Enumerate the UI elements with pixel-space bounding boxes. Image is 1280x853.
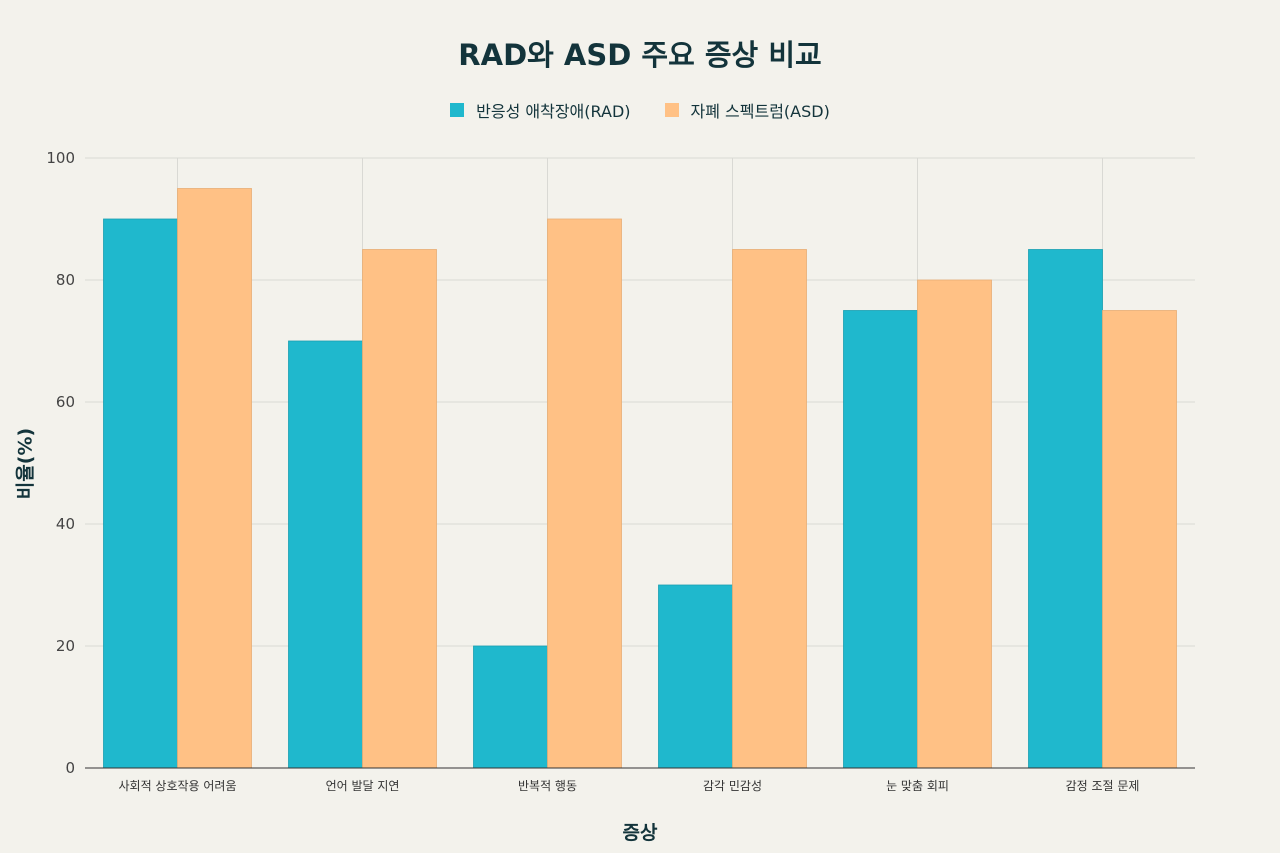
legend: 반응성 애착장애(RAD) 자폐 스펙트럼(ASD) bbox=[0, 98, 1280, 122]
bar-rad-4 bbox=[843, 310, 918, 769]
y-tick-label-2: 40 bbox=[56, 515, 75, 533]
legend-item-rad[interactable]: 반응성 애착장애(RAD) bbox=[450, 98, 631, 122]
bar-asd-1 bbox=[362, 249, 437, 769]
x-tick-label-3: 감각 민감성 bbox=[703, 779, 762, 793]
bar-asd-3 bbox=[732, 249, 807, 769]
legend-label-asd: 자폐 스펙트럼(ASD) bbox=[690, 102, 830, 121]
y-tick-label-5: 100 bbox=[46, 149, 75, 167]
legend-item-asd[interactable]: 자폐 스펙트럼(ASD) bbox=[664, 98, 830, 122]
legend-label-rad: 반응성 애착장애(RAD) bbox=[476, 102, 631, 121]
bar-asd-5 bbox=[1102, 310, 1177, 769]
legend-swatch-asd bbox=[664, 103, 679, 117]
x-tick-label-1: 언어 발달 지연 bbox=[326, 779, 400, 793]
x-tick-label-0: 사회적 상호작용 어려움 bbox=[118, 779, 236, 793]
y-tick-label-0: 0 bbox=[65, 759, 75, 777]
bar-rad-3 bbox=[658, 584, 733, 769]
legend-swatch-rad bbox=[450, 103, 465, 117]
bar-rad-1 bbox=[288, 340, 363, 769]
y-tick-label-4: 80 bbox=[56, 271, 75, 289]
chart-title: RAD와 ASD 주요 증상 비교 bbox=[458, 38, 822, 72]
x-tick-label-2: 반복적 행동 bbox=[518, 778, 577, 793]
bar-rad-2 bbox=[473, 645, 548, 769]
y-tick-label-1: 20 bbox=[56, 637, 75, 655]
bar-rad-5 bbox=[1028, 249, 1103, 769]
y-tick-label-3: 60 bbox=[56, 393, 75, 411]
x-tick-label-4: 눈 맞춤 회피 bbox=[886, 779, 949, 793]
bar-asd-2 bbox=[547, 218, 622, 769]
bar-rad-0 bbox=[103, 218, 178, 769]
bar-asd-4 bbox=[917, 279, 992, 769]
x-axis-label: 증상 bbox=[622, 822, 658, 844]
x-tick-label-5: 감정 조절 문제 bbox=[1066, 779, 1140, 793]
bar-asd-0 bbox=[177, 188, 252, 769]
